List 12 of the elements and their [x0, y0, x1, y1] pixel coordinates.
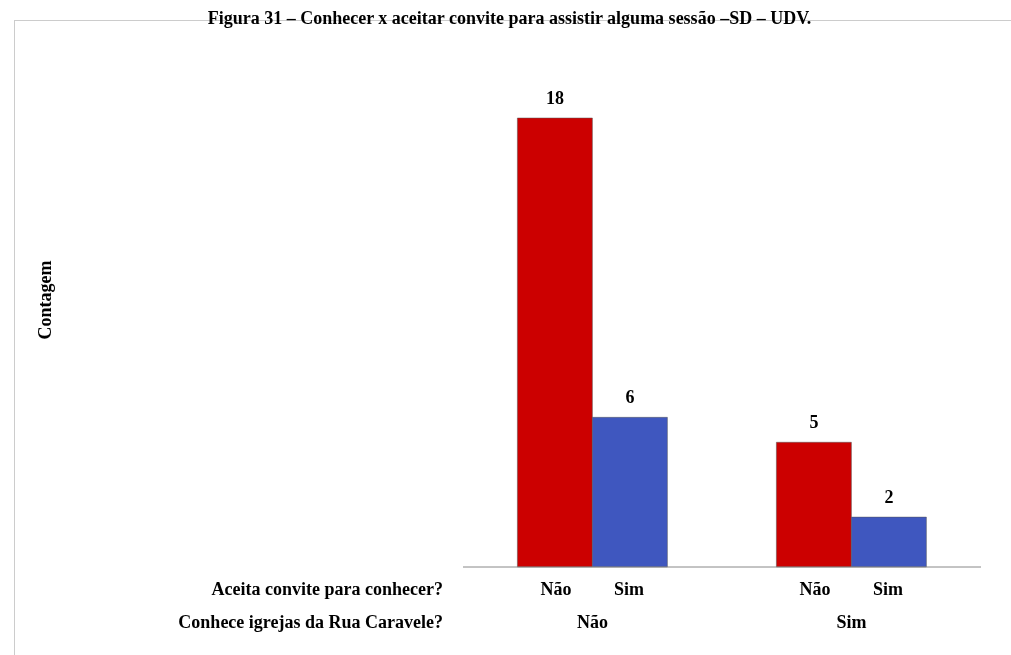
data-label: 2	[884, 487, 894, 508]
x-axis-title: Conhece igrejas da Rua Caravele?	[178, 612, 443, 632]
text: Contagem	[34, 260, 56, 340]
text: Não	[799, 579, 831, 599]
text: Sim	[872, 579, 904, 599]
chart-title: Figura 31 – Conhecer x aceitar convite para assistir alguma sessão –SD – UDV.	[206, 8, 813, 29]
data-label: 6	[625, 387, 635, 408]
series-label: Sim	[613, 579, 645, 599]
data-label: 5	[809, 412, 819, 433]
legend-title: Aceita convite para conhecer?	[211, 579, 443, 599]
data-label: 18	[545, 88, 564, 108]
series-label: Não	[540, 579, 572, 599]
